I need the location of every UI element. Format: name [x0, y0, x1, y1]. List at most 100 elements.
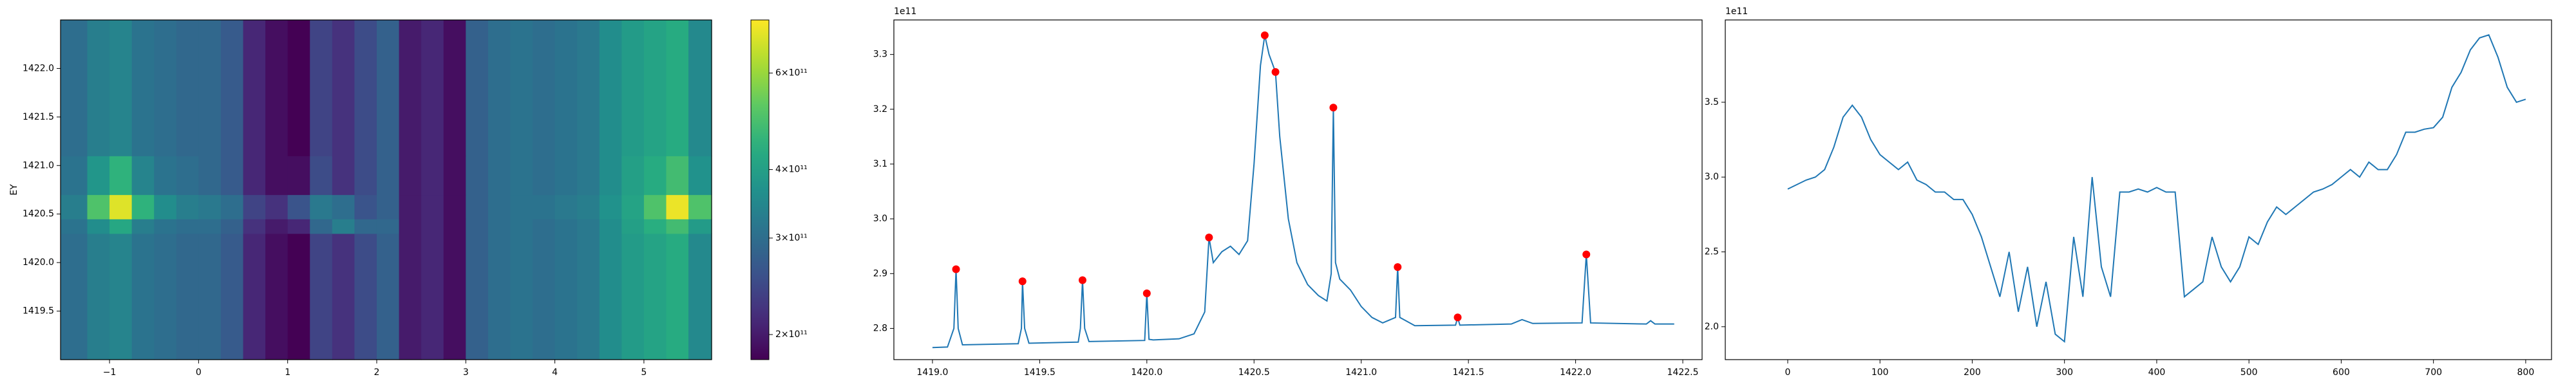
heatmap-cell [220, 233, 244, 360]
x-tick-label: 0 [196, 367, 202, 378]
heatmap-cell [599, 194, 622, 219]
heatmap-cell [577, 194, 600, 219]
heatmap-cell [577, 156, 600, 196]
colorbar-tick-label: 6×10¹¹ [775, 68, 808, 78]
heatmap-cell [466, 20, 489, 156]
heatmap-cell [265, 219, 289, 234]
y-tick-label: 1420.0 [23, 257, 54, 268]
heatmap-cell [554, 156, 578, 196]
heatmap-cell [443, 194, 466, 219]
y-axis-label: EY [9, 184, 19, 196]
heatmap-cell [87, 219, 110, 234]
heatmap-cell [87, 194, 110, 219]
heatmap-cell [399, 219, 422, 234]
y-tick-label: 2.5 [1705, 247, 1719, 257]
heatmap-cell [154, 219, 177, 234]
y-tick-label: 3.3 [873, 50, 887, 60]
heatmap-cell [220, 194, 244, 219]
heatmap-cell [621, 156, 645, 196]
heatmap-cell [488, 219, 511, 234]
heatmap-cell [243, 156, 266, 196]
heatmap-cell [176, 20, 199, 156]
peak-marker [1142, 289, 1151, 297]
x-tick-label: 2 [374, 367, 380, 378]
colorbar-tick-label: 3×10¹¹ [775, 233, 808, 243]
heatmap-cell [61, 20, 88, 156]
heatmap-cell [688, 233, 712, 360]
y-tick-label: 3.0 [873, 214, 887, 224]
peak-marker [1018, 277, 1027, 286]
heatmap-cell [533, 233, 556, 360]
heatmap-cell [354, 156, 377, 196]
heatmap-cell [332, 233, 355, 360]
y-tick-label: 1421.0 [23, 160, 54, 170]
heatmap-cell [243, 233, 266, 360]
heatmap-cell [688, 194, 712, 219]
heatmap-cell [577, 20, 600, 156]
x-tick-label: 1 [285, 367, 290, 378]
heatmap-cell [466, 233, 489, 360]
heatmap-cell [466, 156, 489, 196]
heatmap-cell [577, 219, 600, 234]
heatmap-cell [154, 156, 177, 196]
heatmap-cell [376, 156, 400, 196]
y-tick-label: 1419.5 [23, 306, 54, 317]
heatmap-cell [354, 233, 377, 360]
x-tick-label: 1420.0 [1131, 367, 1162, 378]
x-tick-label: 1421.0 [1345, 367, 1377, 378]
x-tick-label: 1419.5 [1024, 367, 1056, 378]
heatmap-cell [376, 219, 400, 234]
heatmap-cell [243, 20, 266, 156]
x-tick-label: 400 [2148, 367, 2166, 378]
line [932, 35, 1674, 349]
heatmap-cell [61, 194, 88, 219]
heatmap-cell [310, 156, 333, 196]
x-tick-label: 0 [1785, 367, 1791, 378]
y-tick-label: 1422.0 [23, 63, 54, 73]
line [1787, 34, 2526, 344]
heatmap-cell [332, 156, 355, 196]
heatmap-cell [310, 233, 333, 360]
heatmap-cell [265, 20, 289, 156]
heatmap-cell [61, 156, 88, 196]
heatmap-cell [287, 20, 310, 156]
y-tick-label: 2.8 [873, 323, 887, 333]
heatmap-cell [399, 233, 422, 360]
heatmap-cell [198, 20, 222, 156]
heatmap-cell [310, 219, 333, 234]
heatmap-cell [666, 233, 689, 360]
x-tick-label: 200 [1964, 367, 1981, 378]
heatmap-cell [599, 219, 622, 234]
heatmap-cell [666, 20, 689, 156]
heatmap-cell [688, 219, 712, 234]
heatmap-cell [421, 194, 444, 219]
peak-marker [1582, 250, 1591, 259]
x-tick-label: 1422.5 [1667, 367, 1699, 378]
heatmap-cell [466, 194, 489, 219]
heatmap-cell [599, 233, 622, 360]
heatmap-cell [354, 219, 377, 234]
heatmap-cell [154, 194, 177, 219]
x-tick-label: 5 [641, 367, 647, 378]
heatmap-cell [621, 20, 645, 156]
heatmap-cell [421, 233, 444, 360]
heatmap-cell [131, 156, 155, 196]
x-tick-label: 800 [2517, 367, 2535, 378]
heatmap-cell [243, 219, 266, 234]
heatmap-cell [399, 156, 422, 196]
heatmap-cell [466, 219, 489, 234]
heatmap-cell [376, 194, 400, 219]
peak-marker [1329, 104, 1338, 112]
y-tick-label: 2.0 [1705, 322, 1719, 332]
heatmap-cell [621, 219, 645, 234]
y-tick-label: 3.5 [1705, 97, 1719, 107]
heatmap-cell [621, 194, 645, 219]
heatmap-cell [109, 20, 133, 156]
y-tick-label: 3.1 [873, 159, 887, 169]
peak-marker [1078, 276, 1086, 284]
heatmap-cell [533, 20, 556, 156]
heatmap-cell [354, 194, 377, 219]
heatmap-cell [220, 219, 244, 234]
heatmap-cell [510, 219, 533, 234]
x-tick-label: 500 [2240, 367, 2258, 378]
